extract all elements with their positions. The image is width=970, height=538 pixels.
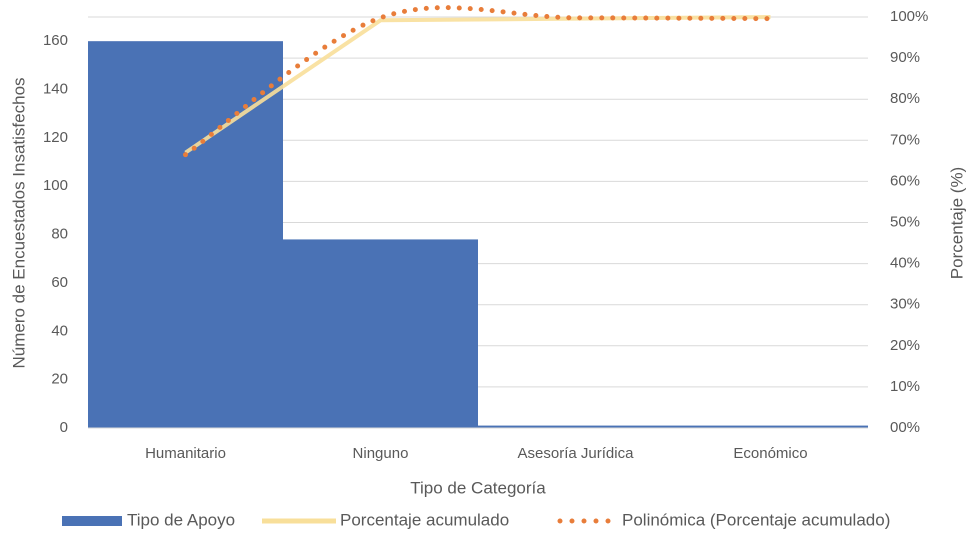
x-tick-label: Económico	[733, 445, 807, 462]
trend-line	[183, 5, 773, 158]
y2-tick-label: 100%	[890, 8, 928, 25]
legend-label: Porcentaje acumulado	[340, 510, 509, 529]
y2-tick-label: 90%	[890, 49, 920, 66]
y-tick-label: 120	[43, 129, 68, 146]
y2-tick-label: 80%	[890, 90, 920, 107]
legend-swatch	[62, 516, 122, 526]
y-tick-label: 140	[43, 80, 68, 97]
y2-tick-label: 00%	[890, 419, 920, 436]
y2-tick-label: 10%	[890, 378, 920, 395]
x-tick-label: Asesoría Jurídica	[518, 445, 635, 462]
y2-axis-title: Porcentaje (%)	[947, 167, 966, 279]
y2-tick-label: 20%	[890, 337, 920, 354]
bar	[673, 425, 868, 428]
y-tick-label: 100	[43, 177, 68, 194]
y2-tick-label: 50%	[890, 213, 920, 230]
y-axis-title: Número de Encuestados Insatisfechos	[9, 77, 28, 368]
bar	[88, 41, 283, 428]
y-tick-label: 80	[51, 226, 68, 243]
x-tick-label: Humanitario	[145, 445, 226, 462]
y-tick-label: 40	[51, 322, 68, 339]
y-tick-label: 160	[43, 32, 68, 49]
y2-tick-label: 60%	[890, 172, 920, 189]
legend-label: Tipo de Apoyo	[127, 510, 235, 529]
y2-tick-label: 30%	[890, 296, 920, 313]
legend-label: Polinómica (Porcentaje acumulado)	[622, 510, 890, 529]
y-tick-label: 60	[51, 274, 68, 291]
y2-tick-label: 40%	[890, 255, 920, 272]
x-tick-label: Ninguno	[353, 445, 409, 462]
y2-tick-label: 70%	[890, 131, 920, 148]
cumulative-line	[184, 15, 771, 155]
bar	[478, 425, 673, 428]
y-tick-label: 20	[51, 371, 68, 388]
x-axis-title: Tipo de Categoría	[410, 478, 546, 497]
y-tick-label: 0	[60, 419, 68, 436]
bar	[283, 239, 478, 428]
